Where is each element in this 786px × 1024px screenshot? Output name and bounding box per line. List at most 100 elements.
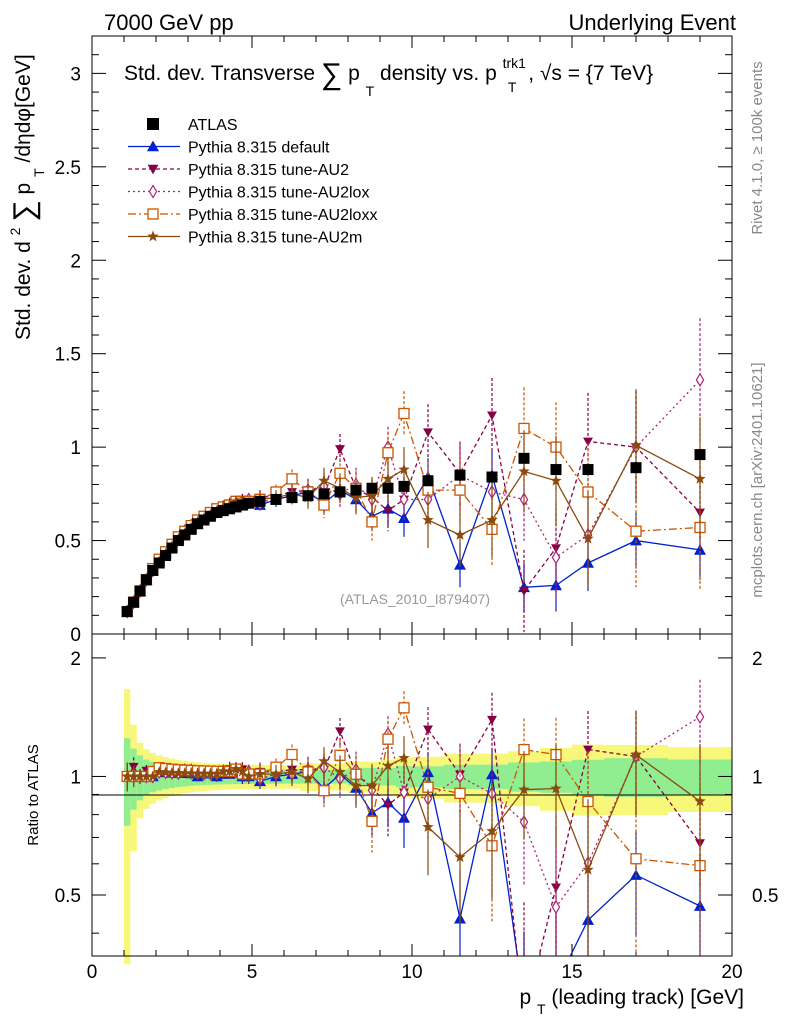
atlas-data-point [204, 510, 216, 522]
legend-label: Pythia 8.315 default [188, 140, 330, 157]
ratio-point [302, 772, 314, 784]
title-pre: Std. dev. Transverse [124, 62, 315, 85]
series-point [630, 439, 642, 451]
series-point [335, 445, 345, 454]
ratio-point [140, 770, 153, 782]
atlas-data-point [121, 606, 133, 618]
ratio-point [230, 763, 242, 774]
atlas-data-point [254, 495, 266, 507]
ratio-point [398, 752, 410, 763]
rivet-label: Rivet 4.1.0, ≥ 100k events [749, 61, 766, 234]
legend-marker [147, 208, 159, 220]
series-point [423, 428, 433, 438]
ratio-point [243, 770, 255, 782]
ratio-point [630, 853, 642, 865]
atlas-data-point [366, 482, 378, 494]
atlas-data-point [398, 480, 410, 492]
series-point [318, 499, 330, 511]
x-tick-label: 5 [247, 962, 258, 983]
series-point [550, 474, 562, 486]
ratio-point [318, 755, 330, 766]
title-p: p [348, 62, 360, 85]
legend-label: Pythia 8.315 tune-AU2m [188, 230, 362, 247]
atlas-data-point [236, 499, 248, 511]
ratio-point [487, 715, 497, 725]
ratio-point [382, 733, 394, 745]
x-tick-labels: 0 5 10 15 20 [87, 962, 743, 983]
ylabel-sub: T [31, 168, 47, 177]
atlas-data-point [211, 507, 223, 519]
series-point [694, 472, 706, 484]
atlas-data-point [550, 464, 562, 476]
ratio-point [550, 782, 562, 794]
atlas-data-point [382, 482, 394, 494]
ratio-point [134, 770, 146, 782]
ratio-point [551, 883, 561, 893]
title-trk-sub: T [508, 79, 517, 95]
series-line-2 [126, 379, 701, 612]
atlas-data-point [582, 464, 594, 476]
series-point [630, 525, 642, 537]
atlas-data-point [694, 449, 706, 461]
ratio-panel: 0.5 1 2 0.5 1 2 [55, 633, 778, 965]
legend-label: ATLAS [188, 117, 238, 134]
atlas-data-point [140, 574, 152, 586]
ratio-frame [91, 633, 733, 957]
ratio-point [172, 767, 185, 778]
xlabel-sub: T [537, 1001, 546, 1017]
xlabel-p: p [519, 986, 531, 1009]
plot-title: Std. dev. Transverse ∑ p T density vs. p… [124, 50, 653, 101]
ratio-point [217, 765, 229, 777]
series-line-4 [126, 444, 701, 612]
atlas-data-point [153, 557, 165, 569]
main-y-tick-label: 1.5 [55, 345, 81, 366]
ylabel-p: p [12, 183, 35, 195]
ratio-point [366, 815, 378, 827]
ratio-point [398, 702, 410, 714]
ylabel-post: /dηdφ[GeV] [12, 54, 35, 162]
ratio-point [366, 779, 378, 791]
series-point [695, 372, 705, 388]
x-tick-label: 10 [401, 962, 422, 983]
ratio-point [286, 748, 298, 761]
analysis-watermark: (ATLAS_2010_I879407) [340, 591, 490, 607]
ratio-point [630, 748, 642, 760]
ratio-point [211, 767, 223, 779]
atlas-data-point [134, 585, 146, 597]
atlas-data-point [179, 529, 191, 541]
ratio-point [350, 779, 362, 791]
ratio-y-tick-label-right: 0.5 [752, 886, 778, 907]
title-trk-sup: trk1 [503, 55, 527, 71]
ratio-point [270, 768, 282, 779]
main-y-tick-label: 2 [70, 251, 81, 272]
series-point [582, 532, 594, 544]
series-point [398, 463, 410, 475]
ratio-point [236, 765, 249, 777]
ylabel-sup: 2 [7, 227, 23, 235]
main-y-tick-label: 2.5 [55, 158, 81, 179]
main-y-tick-label: 0.5 [55, 532, 81, 553]
ratio-y-tick-label: 1 [70, 767, 81, 788]
atlas-data-point [185, 523, 197, 535]
ratio-point [254, 768, 266, 779]
ratio-band-outer-bin [124, 689, 131, 965]
series-point [382, 472, 394, 484]
header-right: Underlying Event [568, 10, 736, 35]
atlas-data-point [160, 550, 172, 562]
series-point [382, 447, 394, 459]
atlas-data-point [486, 471, 498, 483]
atlas-data-point [128, 596, 140, 608]
ratio-point [335, 727, 345, 737]
atlas-data-point [350, 484, 362, 496]
main-y-tick-label: 0 [70, 625, 81, 646]
header-left: 7000 GeV pp [104, 10, 234, 35]
legend-marker [148, 184, 158, 199]
ratio-y-axis-label: Ratio to ATLAS [25, 744, 42, 845]
x-tick-label: 15 [561, 962, 582, 983]
title-mid: density vs. p [380, 62, 497, 85]
series-point [383, 506, 393, 516]
series-point [399, 492, 409, 507]
ratio-point [286, 765, 298, 777]
ratio-point [695, 709, 705, 725]
series-point [318, 474, 330, 486]
